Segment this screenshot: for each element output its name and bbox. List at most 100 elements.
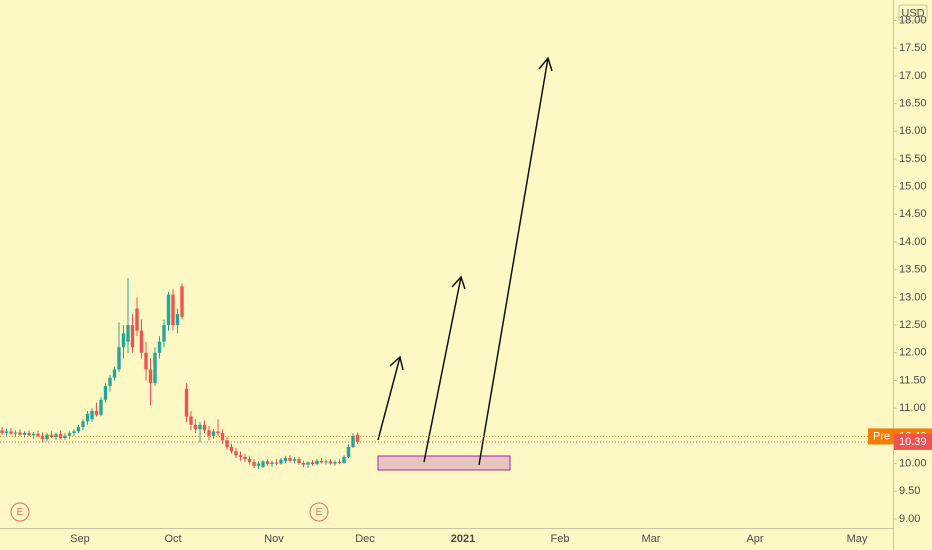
- x-tick-label: May: [847, 533, 868, 545]
- candle-body: [67, 433, 72, 436]
- candle-body: [4, 431, 9, 434]
- drawn-rectangle[interactable]: [377, 455, 511, 471]
- candle-body: [94, 410, 99, 415]
- x-tick-label: Apr: [746, 533, 763, 545]
- candle-body: [175, 314, 180, 326]
- candle-body: [63, 435, 67, 439]
- candle-body: [229, 446, 234, 452]
- candle-body: [135, 308, 139, 331]
- arrow[interactable]: [478, 56, 553, 466]
- candles: [0, 278, 360, 470]
- candle-body: [333, 461, 337, 464]
- arrow[interactable]: [377, 355, 404, 441]
- candle-body: [261, 461, 265, 467]
- x-tick-label: Nov: [264, 533, 284, 545]
- candle-body: [247, 459, 252, 462]
- candle-body: [328, 461, 333, 464]
- candle-body: [202, 424, 207, 431]
- candle-body: [310, 462, 315, 465]
- candle-body: [90, 410, 94, 420]
- candle-body: [288, 458, 292, 461]
- y-tick-label: 13.50: [899, 264, 927, 276]
- candle-body: [193, 424, 198, 430]
- candle-body: [346, 446, 351, 457]
- candle-body: [144, 352, 148, 370]
- candle-body: [274, 462, 279, 464]
- x-tick-label: Oct: [164, 533, 181, 545]
- event-marker[interactable]: [10, 502, 30, 522]
- candle-body: [27, 433, 31, 436]
- event-marker[interactable]: [309, 502, 329, 522]
- candle-body: [54, 434, 58, 437]
- candle-body: [315, 460, 319, 465]
- candle-body: [216, 431, 220, 434]
- y-tick-label: 16.00: [899, 125, 927, 137]
- candle-body: [36, 433, 40, 436]
- candle-body: [292, 459, 297, 461]
- y-tick-label: 17.00: [899, 70, 927, 82]
- candle-body: [139, 330, 144, 353]
- y-tick-label: 17.50: [899, 42, 927, 54]
- candle-body: [234, 451, 238, 456]
- candle-body: [319, 460, 324, 463]
- candle-body: [22, 433, 27, 435]
- candle-body: [0, 430, 4, 434]
- x-tick-label: Dec: [355, 533, 375, 545]
- candle-body: [85, 413, 90, 422]
- candle-body: [243, 456, 247, 460]
- candle-body: [18, 432, 22, 435]
- candle-body: [297, 459, 301, 463]
- candle-body: [157, 341, 162, 353]
- x-tick-label: Mar: [642, 533, 661, 545]
- candle-body: [265, 461, 270, 465]
- y-tick-label: 14.50: [899, 208, 927, 220]
- y-tick-label: 9.00: [899, 513, 920, 525]
- candle-body: [342, 456, 346, 463]
- candle-body: [189, 416, 193, 425]
- candle-body: [76, 426, 81, 432]
- last-badge: [894, 433, 932, 450]
- candle-body: [324, 461, 328, 463]
- candle-body: [103, 386, 108, 400]
- candle-body: [148, 369, 153, 384]
- candle-body: [211, 431, 216, 436]
- candle-body: [238, 455, 243, 457]
- y-tick-label: 12.00: [899, 347, 927, 359]
- y-tick-label: 13.00: [899, 291, 927, 303]
- candle-body: [153, 352, 157, 384]
- candle-body: [252, 461, 256, 466]
- arrow[interactable]: [423, 275, 466, 463]
- x-tick-label: Sep: [70, 533, 90, 545]
- candle-body: [180, 286, 184, 317]
- candle-body: [355, 434, 360, 442]
- pre-label: Pre: [873, 430, 890, 442]
- x-tick-label: Feb: [551, 533, 570, 545]
- candle-body: [207, 430, 211, 436]
- event-label: E: [316, 507, 323, 518]
- candle-body: [121, 333, 126, 348]
- candle-body: [198, 424, 202, 430]
- y-tick-label: 12.50: [899, 319, 927, 331]
- candle-body: [184, 388, 189, 417]
- candle-body: [108, 377, 112, 387]
- candle-body: [270, 462, 274, 465]
- candle-body: [31, 433, 36, 436]
- y-tick-label: 15.00: [899, 181, 927, 193]
- last-price-label: 10.39: [899, 436, 927, 448]
- x-tick-label: 2021: [451, 533, 475, 545]
- candle-body: [166, 294, 171, 326]
- candle-body: [256, 463, 261, 466]
- y-tick-label: 9.50: [899, 485, 920, 497]
- candle-body: [117, 347, 121, 370]
- candle-body: [72, 431, 76, 434]
- candle-body: [81, 421, 85, 427]
- y-tick-label: 15.50: [899, 153, 927, 165]
- candle-body: [283, 458, 288, 462]
- currency-box[interactable]: [898, 4, 928, 22]
- y-tick-label: 16.50: [899, 97, 927, 109]
- y-tick-label: 11.50: [899, 374, 926, 386]
- candle-body: [9, 431, 13, 434]
- candle-body: [130, 325, 135, 348]
- candle-body: [112, 369, 117, 378]
